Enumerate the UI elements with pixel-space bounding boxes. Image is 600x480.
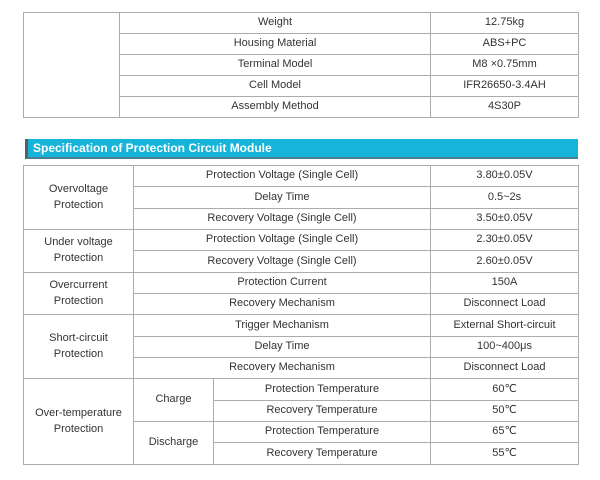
group-cell-short-circuit: Short-circuit Protection	[23, 314, 134, 380]
value-cell: External Short-circuit	[430, 314, 579, 337]
group-cell-overvoltage: Overvoltage Protection	[23, 164, 134, 231]
table-row: Overvoltage Protection Protection Voltag…	[23, 164, 579, 231]
table-row: Delay Time 100~400μs	[24, 335, 579, 359]
section-title: Specification of Protection Circuit Modu…	[33, 141, 272, 155]
spec-value-terminal-model: M8 ×0.75mm	[430, 54, 579, 76]
table-row: Recovery Mechanism Disconnect Load	[24, 357, 579, 380]
table-row: Cell Model IFR26650-3.4AH	[24, 75, 579, 97]
value-cell: 100~400μs	[430, 335, 579, 359]
spec-label-terminal-model: Terminal Model	[119, 54, 431, 76]
spec-label-cell-model: Cell Model	[119, 75, 431, 97]
table-row: Assembly Method 4S30P	[24, 96, 579, 118]
value-cell: Disconnect Load	[430, 293, 579, 316]
table-row: Recovery Temperature 50℃	[24, 399, 579, 423]
table-row: Recovery Voltage (Single Cell) 2.60±0.05…	[24, 250, 579, 273]
table-row: Over-temperature Protection Charge Prote…	[23, 378, 579, 465]
spec-label-weight: Weight	[119, 12, 431, 34]
table-row: Short-circuit Protection Trigger Mechani…	[23, 314, 579, 380]
value-cell: 50℃	[430, 399, 579, 423]
parameter-cell: Delay Time	[133, 335, 431, 359]
value-cell: 3.80±0.05V	[430, 164, 579, 188]
value-cell: 3.50±0.05V	[430, 207, 579, 231]
table-row: Delay Time 0.5~2s	[24, 186, 579, 209]
parameter-cell: Recovery Temperature	[213, 399, 431, 423]
table-row: Overcurrent Protection Protection Curren…	[23, 271, 579, 316]
subgroup-cell-charge: Charge	[133, 378, 214, 423]
protection-spec-table: Overvoltage Protection Protection Voltag…	[23, 164, 579, 465]
spec-label-assembly-method: Assembly Method	[119, 96, 431, 118]
value-cell: 2.30±0.05V	[430, 229, 579, 252]
parameter-cell: Trigger Mechanism	[133, 314, 431, 337]
spec-value-cell-model: IFR26650-3.4AH	[430, 75, 579, 97]
value-cell: 2.60±0.05V	[430, 250, 579, 273]
table-row: Recovery Temperature 55℃	[24, 442, 579, 465]
parameter-cell: Delay Time	[133, 186, 431, 209]
group-cell-undervoltage: Under voltage Protection	[23, 229, 134, 273]
parameter-cell: Recovery Mechanism	[133, 357, 431, 380]
parameter-cell: Recovery Voltage (Single Cell)	[133, 250, 431, 273]
general-spec-table: Weight 12.75kg Housing Material ABS+PC T…	[23, 12, 579, 118]
value-cell: Disconnect Load	[430, 357, 579, 380]
spec-label-housing-material: Housing Material	[119, 33, 431, 55]
value-cell: 60℃	[430, 378, 579, 401]
value-cell: 55℃	[430, 442, 579, 465]
spec-value-assembly-method: 4S30P	[430, 96, 579, 118]
section-header-bar: Specification of Protection Circuit Modu…	[25, 139, 578, 159]
parameter-cell: Protection Temperature	[213, 421, 431, 444]
parameter-cell: Protection Voltage (Single Cell)	[133, 229, 431, 252]
parameter-cell: Recovery Temperature	[213, 442, 431, 465]
value-cell: 150A	[430, 271, 579, 295]
spec-value-weight: 12.75kg	[430, 12, 579, 34]
parameter-cell: Recovery Voltage (Single Cell)	[133, 207, 431, 231]
spec-value-housing-material: ABS+PC	[430, 33, 579, 55]
subgroup-cell-discharge: Discharge	[133, 421, 214, 465]
group-cell-over-temperature: Over-temperature Protection	[23, 378, 134, 465]
parameter-cell: Protection Temperature	[213, 378, 431, 401]
value-cell: 0.5~2s	[430, 186, 579, 209]
value-cell: 65℃	[430, 421, 579, 444]
group-cell-overcurrent: Overcurrent Protection	[23, 271, 134, 316]
parameter-cell: Protection Voltage (Single Cell)	[133, 164, 431, 188]
parameter-cell: Protection Current	[133, 271, 431, 295]
table-row: Recovery Mechanism Disconnect Load	[24, 293, 579, 316]
empty-group-cell	[23, 12, 120, 118]
table-row: Under voltage Protection Protection Volt…	[23, 229, 579, 273]
table-row: Weight 12.75kg	[23, 12, 579, 118]
parameter-cell: Recovery Mechanism	[133, 293, 431, 316]
